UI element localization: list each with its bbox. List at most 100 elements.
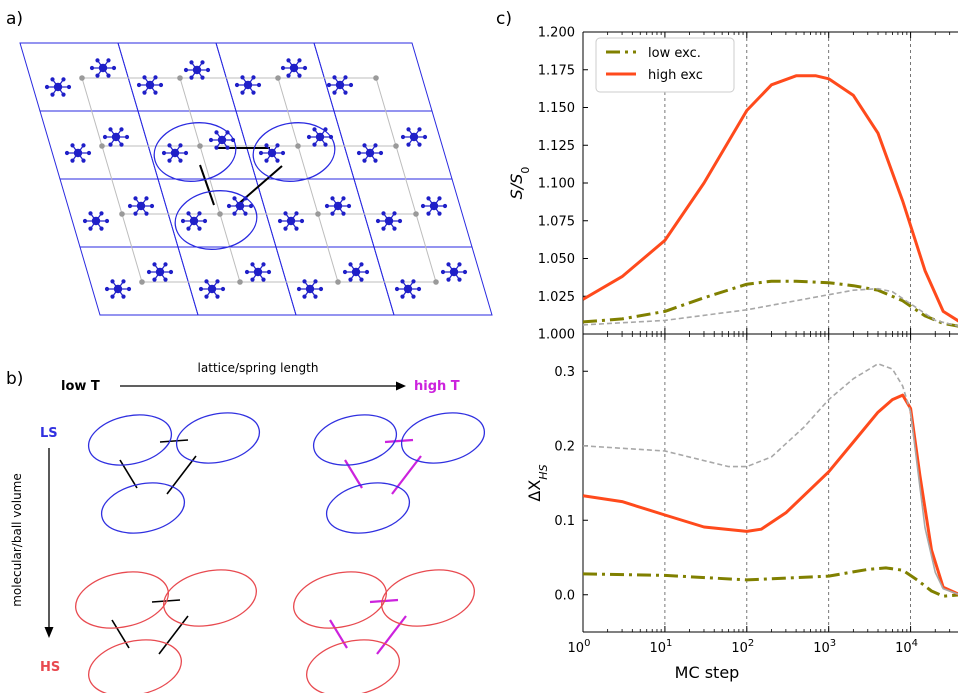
molecule-ligand [144, 211, 149, 216]
molecule-icon [104, 279, 132, 299]
molecule-ligand [326, 82, 332, 88]
molecule-icon [136, 75, 164, 95]
vertical-arrow-label: molecular/ball volume [10, 473, 24, 607]
molecule-ligand [457, 277, 462, 282]
molecule-ligand [99, 211, 104, 216]
molecule-icon [342, 262, 370, 282]
lattice-cell [215, 42, 335, 112]
molecule-ligand [66, 84, 72, 90]
molecule-ligand [234, 82, 240, 88]
molecule-ligand [462, 269, 468, 275]
molecule-ligand [264, 158, 269, 163]
molecule-icon [356, 143, 384, 163]
lattice-cell [19, 42, 139, 112]
molecule-ligand [61, 92, 66, 97]
molecule-ligand [251, 90, 256, 95]
molecule-ligand [446, 277, 451, 282]
molecule-ligand [302, 65, 308, 71]
lattice-node [99, 143, 105, 149]
spring-line [179, 77, 201, 147]
molecule-ligand [323, 142, 328, 147]
molecule-center [113, 284, 123, 294]
molecule-center [384, 216, 394, 226]
lattice-node [295, 143, 301, 149]
molecule-ligand [283, 211, 288, 216]
molecule-ligand [332, 90, 337, 95]
molecule-ligand [178, 158, 183, 163]
lattice-cell [39, 110, 159, 180]
molecule-ligand [183, 150, 189, 156]
molecule-icon [306, 127, 334, 147]
high-t-label: high T [414, 379, 460, 394]
spring-line [81, 77, 103, 147]
molecule-ligand [348, 277, 353, 282]
molecule-ligand [330, 211, 335, 216]
molecule-ligand [200, 75, 205, 80]
ball-ellipse [87, 414, 173, 466]
y-tick-label: 1.025 [538, 290, 575, 305]
molecule-ligand [225, 145, 230, 150]
ball-ellipse [312, 414, 398, 466]
molecule-ligand [146, 269, 152, 275]
molecule-ligand [70, 143, 75, 148]
molecule-ligand [348, 82, 354, 88]
molecule-center [305, 284, 315, 294]
molecule-center [189, 216, 199, 226]
molecule-ligand [88, 211, 93, 216]
triad-hs-low-t [74, 569, 258, 693]
molecule-center [351, 267, 361, 277]
molecule-ligand [323, 127, 328, 132]
molecule-ligand [442, 203, 448, 209]
molecule-icon [324, 196, 352, 216]
molecule-ligand [280, 150, 286, 156]
molecule-ligand [110, 279, 115, 284]
ball-ellipse [175, 412, 261, 464]
molecule-ligand [167, 143, 172, 148]
molecule-ligand [200, 60, 205, 65]
spring-line [101, 145, 123, 215]
lattice-node [237, 279, 243, 285]
molecule-icon [394, 279, 422, 299]
molecule-ligand [416, 286, 422, 292]
molecule-ligand [328, 134, 334, 140]
molecule-ligand [121, 294, 126, 299]
molecule-ligand [400, 279, 405, 284]
spring-line [219, 213, 241, 283]
lattice-node [119, 211, 125, 217]
molecule-ligand [343, 90, 348, 95]
molecule-ligand [144, 196, 149, 201]
molecule-icon [102, 127, 130, 147]
molecule-ligand [95, 73, 100, 78]
molecule-center [73, 148, 83, 158]
ball-ellipse [380, 569, 476, 627]
low-t-label: low T [61, 379, 100, 394]
panel-c-label: c) [496, 9, 512, 29]
x-tick-exponent: 0 [584, 638, 590, 649]
molecule-ligand [277, 218, 283, 224]
molecule-ligand [133, 196, 138, 201]
molecule-center [136, 201, 146, 211]
molecule-ligand [261, 277, 266, 282]
molecule-ligand [104, 286, 110, 292]
highlight-spring [235, 165, 283, 207]
molecule-ligand [258, 150, 264, 156]
molecule-icon [82, 211, 110, 231]
molecule-ligand [373, 143, 378, 148]
y-tick-label: 1.075 [538, 214, 575, 229]
molecule-center [333, 201, 343, 211]
molecule-center [289, 63, 299, 73]
spring-line [297, 145, 319, 215]
molecule-ligand [250, 277, 255, 282]
molecule-ligand [426, 196, 431, 201]
molecule-ligand [61, 77, 66, 82]
molecule-ligand [124, 134, 130, 140]
molecule-ligand [127, 203, 133, 209]
molecule-ligand [312, 142, 317, 147]
molecule-ligand [89, 65, 95, 71]
y-tick-label: 1.050 [538, 252, 575, 267]
molecule-icon [296, 279, 324, 299]
molecule-icon [400, 127, 428, 147]
lattice-node [197, 143, 203, 149]
spring-line [375, 77, 397, 147]
spring [391, 455, 422, 495]
